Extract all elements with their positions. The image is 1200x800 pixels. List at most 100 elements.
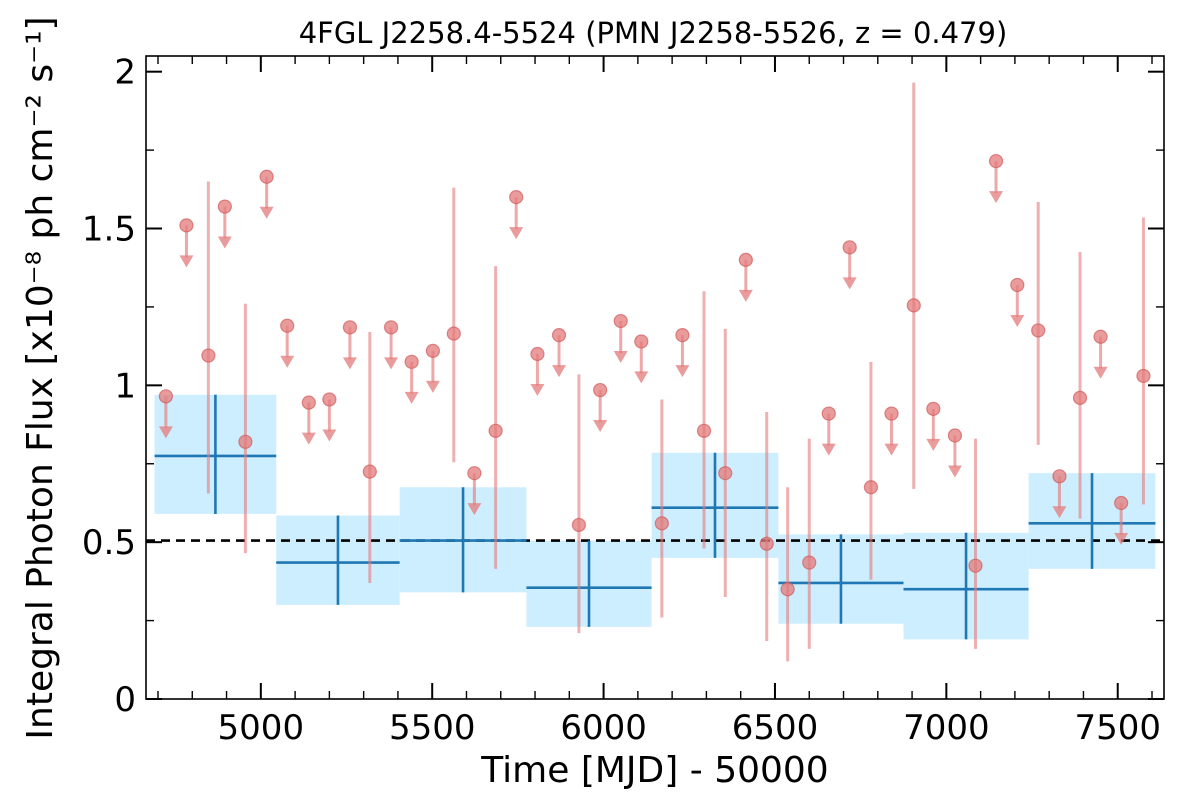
upper-limit-point [280,318,295,333]
upper-limit-point [593,382,608,398]
upper-limit-arrow [738,289,753,302]
chart-title: 4FGL J2258.4-5524 (PMN J2258-5526, z = 0… [299,16,1008,50]
data-point [780,582,795,597]
upper-limit-arrow [530,383,545,396]
upper-limit-arrow [884,443,899,456]
upper-limit-arrow [179,255,194,268]
upper-limit-arrow [842,277,857,290]
upper-limit-point [509,190,524,205]
upper-limit-arrow [404,391,419,404]
y-tick-label: 1 [114,366,136,406]
upper-limit-arrow [301,432,316,445]
data-point [696,423,712,438]
upper-limit-point [1093,329,1108,344]
upper-limit-arrow [509,227,524,240]
data-point [968,558,983,573]
y-axis-label: Integral Photon Flux [x10⁻⁸ ph cm⁻² s⁻¹] [20,16,61,739]
x-tick-label: 6500 [732,708,819,748]
upper-limit-point [425,343,440,358]
axis-ticks [146,56,1164,700]
data-point [1031,323,1046,338]
upper-limit-arrow [384,357,399,370]
upper-limit-point [404,354,419,369]
upper-limit-point [1114,495,1129,511]
upper-limit-point [467,466,482,481]
x-tick-label: 5000 [218,708,305,748]
data-point [718,466,733,481]
upper-limit-arrow [259,206,274,219]
long-bin-errorbars [154,394,1156,640]
upper-limit-point [259,169,274,184]
data-point [201,348,216,363]
upper-limit-point [383,320,399,335]
long-bin-bands [154,394,1156,640]
y-tick-label: 0.5 [82,523,136,563]
data-point [571,517,587,533]
upper-limit-arrow [675,365,690,378]
upper-limit-point [179,218,194,233]
upper-limit-arrow [322,429,337,442]
upper-limit-point [947,428,963,443]
y-tick-labels: 0 0.5 1 1.5 2 [82,53,136,720]
y-tick-label: 1.5 [82,210,136,250]
upper-limit-arrow [280,355,295,368]
upper-limit-arrow [634,371,649,384]
upper-limit-point [884,406,899,421]
data-point [488,423,503,438]
upper-limit-point [634,334,649,349]
upper-limit-point [301,395,316,410]
upper-limit-point [217,199,232,214]
upper-limit-arrow [593,420,608,433]
y-tick-label: 2 [114,53,136,93]
data-point [1136,368,1151,384]
upper-limit-point [1052,469,1067,484]
plot-frame [145,55,1165,700]
upper-limit-point [1010,277,1025,293]
upper-limit-point [322,392,337,407]
x-tick-label: 5500 [389,708,476,748]
upper-limit-point [551,328,567,343]
upper-limit-arrow [947,465,962,478]
y-tick-label: 0 [114,680,136,720]
upper-limit-arrow [821,443,836,456]
upper-limit-point [988,153,1004,169]
data-point [446,326,461,341]
x-axis-label: Time [MJD] - 50000 [480,750,828,791]
x-tick-label: 7000 [903,708,990,748]
upper-limit-arrow [613,351,628,364]
upper-limit-point [613,313,628,329]
upper-limit-arrow [926,438,941,451]
data-point [238,434,253,449]
upper-limit-point [675,328,690,343]
x-tick-label: 6000 [560,708,647,748]
upper-limit-markers [158,153,1129,545]
upper-limit-arrow [989,191,1004,204]
upper-limit-arrow [1114,532,1129,545]
upper-limit-arrow [467,503,482,516]
upper-limit-arrow [1052,506,1067,519]
upper-limit-point [842,240,857,255]
upper-limit-point [342,320,358,335]
data-point [1072,390,1088,405]
x-tick-label: 7500 [1074,708,1161,748]
upper-limit-point [530,346,545,362]
x-tick-labels: 5000 5500 6000 6500 7000 7500 [218,708,1161,748]
upper-limit-arrow [1010,314,1025,327]
data-point [362,464,377,479]
data-point [759,536,774,551]
data-point [802,555,817,570]
upper-limit-point [738,252,753,267]
data-point [654,516,669,531]
upper-limit-point [821,406,836,421]
upper-limit-arrow [425,380,440,393]
upper-limit-arrow [217,236,232,249]
data-point [863,480,879,495]
data-point [906,298,921,313]
upper-limit-arrow [552,365,567,378]
upper-limit-arrow [1093,366,1108,379]
upper-limit-point [158,389,173,404]
short-bin-points [201,82,1151,662]
upper-limit-arrow [342,357,357,370]
upper-limit-point [926,401,941,416]
